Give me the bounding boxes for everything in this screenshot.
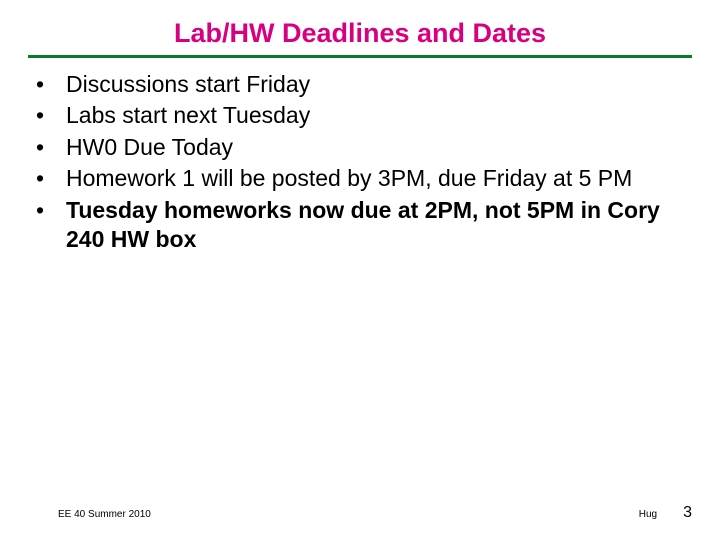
list-item: • Homework 1 will be posted by 3PM, due …: [28, 164, 692, 193]
bullet-icon: •: [36, 133, 44, 162]
bullet-icon: •: [36, 196, 44, 225]
list-item-text: Labs start next Tuesday: [66, 102, 310, 128]
list-item: • Tuesday homeworks now due at 2PM, not …: [28, 196, 692, 255]
bullet-list: • Discussions start Friday • Labs start …: [28, 70, 692, 255]
slide-title: Lab/HW Deadlines and Dates: [28, 18, 692, 55]
list-item-text: HW0 Due Today: [66, 134, 233, 160]
list-item-text: Tuesday homeworks now due at 2PM, not 5P…: [66, 197, 660, 252]
list-item-text: Homework 1 will be posted by 3PM, due Fr…: [66, 165, 632, 191]
title-underline: [28, 55, 692, 58]
list-item: • Labs start next Tuesday: [28, 101, 692, 130]
bullet-icon: •: [36, 164, 44, 193]
page-number: 3: [683, 504, 692, 522]
list-item-text: Discussions start Friday: [66, 71, 310, 97]
bullet-icon: •: [36, 101, 44, 130]
slide-container: Lab/HW Deadlines and Dates • Discussions…: [0, 0, 720, 540]
slide-footer: EE 40 Summer 2010 Hug 3: [0, 504, 720, 522]
list-item: • Discussions start Friday: [28, 70, 692, 99]
footer-left-text: EE 40 Summer 2010: [58, 509, 151, 520]
footer-author-text: Hug: [639, 509, 657, 520]
bullet-icon: •: [36, 70, 44, 99]
list-item: • HW0 Due Today: [28, 133, 692, 162]
